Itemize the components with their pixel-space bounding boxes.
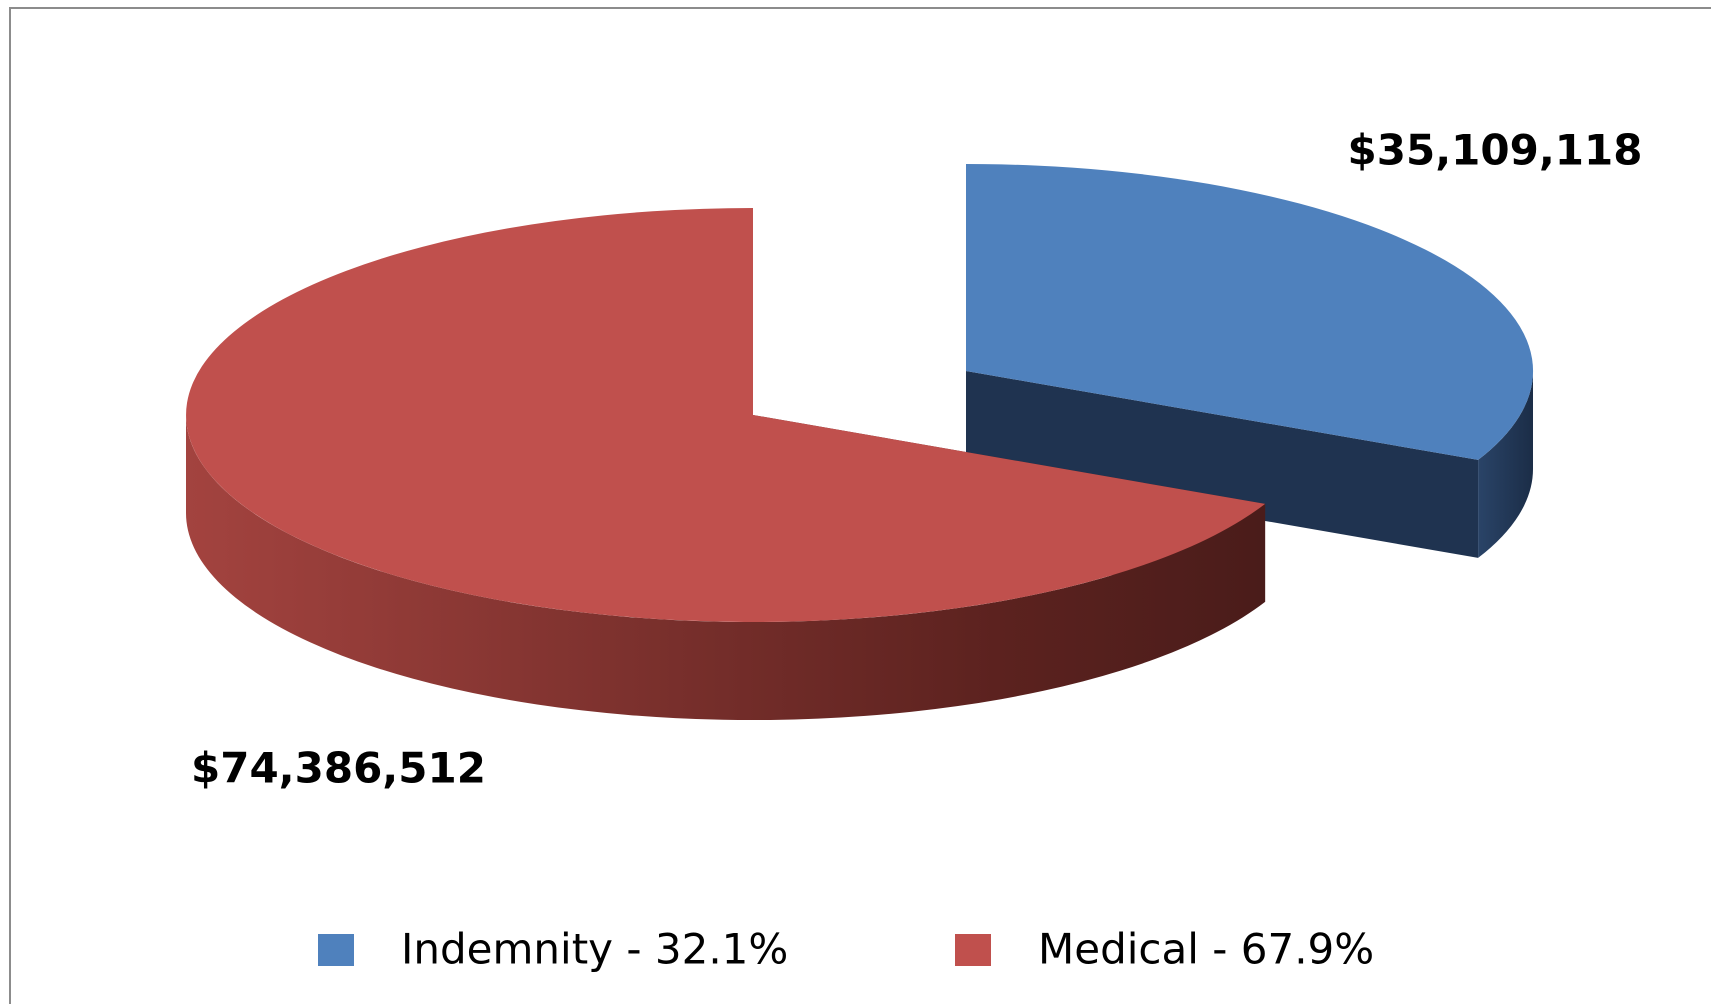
legend-swatch [318, 934, 354, 966]
pie-slice [966, 164, 1534, 460]
slice-side [186, 415, 1266, 721]
slice-wall [966, 371, 1479, 558]
legend-label: Indemnity - 32.1% [401, 925, 788, 974]
pie-slice [186, 208, 1266, 622]
value-label: $74,386,512 [191, 744, 486, 793]
slice-side [1478, 371, 1533, 558]
legend-label: Medical - 67.9% [1038, 925, 1374, 974]
legend-swatch [955, 934, 991, 966]
value-label: $35,109,118 [1348, 126, 1643, 175]
